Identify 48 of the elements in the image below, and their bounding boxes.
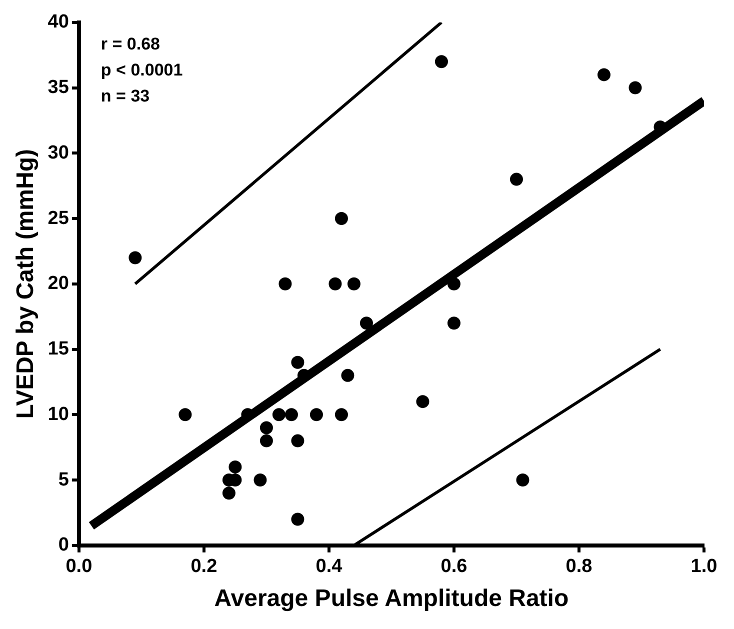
point xyxy=(447,277,460,290)
point xyxy=(341,368,354,382)
y-tick-label: 20 xyxy=(48,273,69,294)
point xyxy=(278,277,292,290)
point xyxy=(254,474,267,487)
point xyxy=(178,408,192,422)
point xyxy=(260,421,273,434)
point xyxy=(434,55,448,68)
point xyxy=(347,277,360,290)
point xyxy=(510,172,523,186)
point xyxy=(628,81,642,94)
y-tick-label: 10 xyxy=(48,404,69,425)
point xyxy=(328,277,342,290)
point xyxy=(310,408,323,422)
point xyxy=(284,408,298,422)
point xyxy=(260,434,273,448)
y-tick-label: 35 xyxy=(48,77,70,98)
point xyxy=(128,251,142,264)
point xyxy=(222,486,236,500)
point xyxy=(516,474,530,487)
x-axis-title: Average Pulse Amplitude Ratio xyxy=(214,585,569,612)
x-tick-label: 0.8 xyxy=(566,556,592,578)
y-tick-label: 30 xyxy=(48,142,69,164)
y-axis-title: LVEDP by Cath (mmHg) xyxy=(12,148,40,419)
point xyxy=(228,460,242,474)
y-tick-label: 5 xyxy=(58,469,70,490)
x-tick-label: 0.4 xyxy=(316,556,343,578)
x-tick-label: 0.2 xyxy=(190,556,218,578)
y-tick-label: 40 xyxy=(48,12,69,33)
point xyxy=(272,408,286,422)
annotation: r = 0.68 xyxy=(100,34,160,54)
point xyxy=(597,68,610,82)
x-tick-label: 1.0 xyxy=(690,556,718,578)
point xyxy=(334,408,348,422)
y-tick-label: 25 xyxy=(48,208,70,229)
y-tick-label: 15 xyxy=(48,338,70,360)
point xyxy=(360,316,373,330)
annotation: p < 0.0001 xyxy=(100,60,183,80)
point xyxy=(447,316,460,330)
x-tick-label: 0.0 xyxy=(66,556,92,578)
point xyxy=(291,512,304,526)
y-tick-label: 0 xyxy=(58,534,69,556)
point xyxy=(291,356,304,369)
annotation: n = 33 xyxy=(100,86,150,106)
point xyxy=(334,212,348,226)
point xyxy=(291,434,304,448)
x-tick-label: 0.6 xyxy=(440,556,468,578)
point xyxy=(416,395,430,408)
